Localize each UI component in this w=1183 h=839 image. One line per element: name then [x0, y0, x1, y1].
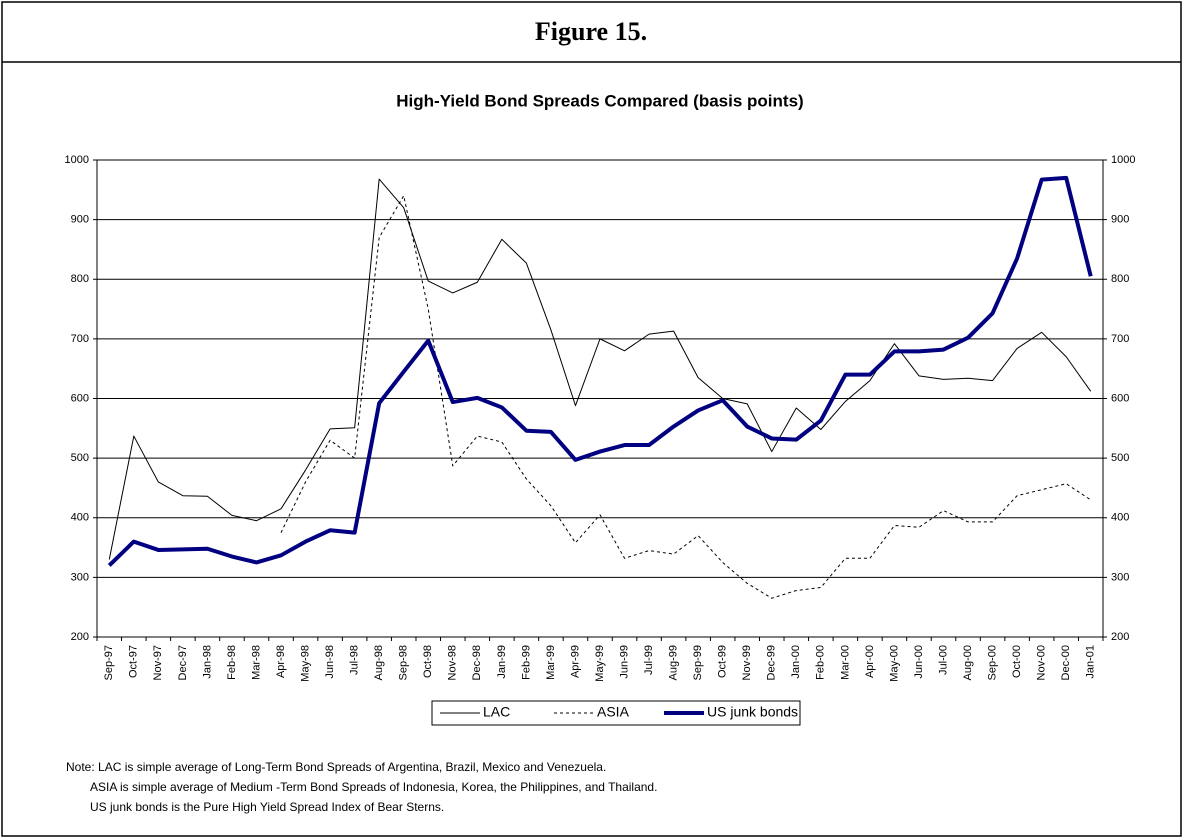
x-tick-label: Mar-98: [250, 645, 262, 680]
x-tick-label: May-99: [594, 645, 606, 682]
x-tick-label: Sep-99: [692, 645, 704, 680]
legend-label: ASIA: [597, 704, 630, 720]
x-tick-label: Apr-00: [864, 645, 876, 678]
x-tick-label: Aug-98: [373, 645, 385, 680]
y-tick-label: 1000: [65, 154, 89, 166]
y-tick-label: 500: [71, 452, 89, 464]
y2-tick-label: 800: [1111, 273, 1129, 285]
y-tick-label: 200: [71, 631, 89, 643]
x-tick-label: Mar-99: [545, 645, 557, 680]
x-tick-label: Jul-98: [349, 645, 361, 675]
x-tick-label: Dec-97: [177, 645, 189, 680]
x-tick-label: Sep-98: [398, 645, 410, 680]
x-tick-label: Jan-99: [496, 645, 508, 679]
x-tick-label: Oct-97: [128, 645, 140, 678]
x-tick-label: Aug-00: [962, 645, 974, 680]
x-tick-label: Jun-98: [324, 645, 336, 679]
y-tick-label: 400: [71, 512, 89, 524]
x-tick-label: Jun-99: [618, 645, 630, 679]
chart-title: High-Yield Bond Spreads Compared (basis …: [396, 91, 803, 110]
x-tick-label: May-00: [888, 645, 900, 682]
x-tick-label: Apr-98: [275, 645, 287, 678]
series-line: [108, 178, 1092, 560]
y-tick-label: 800: [71, 273, 89, 285]
x-tick-label: Aug-99: [668, 645, 680, 680]
y2-tick-label: 1000: [1111, 154, 1135, 166]
series-line: [280, 195, 1092, 599]
x-tick-label: Nov-00: [1036, 645, 1048, 680]
x-tick-label: Sep-00: [986, 645, 998, 680]
figure-title: Figure 15.: [535, 17, 647, 46]
legend-label: LAC: [483, 704, 510, 720]
y-tick-label: 900: [71, 214, 89, 226]
x-tick-label: Sep-97: [103, 645, 115, 680]
x-tick-label: Jan-00: [790, 645, 802, 679]
y2-tick-label: 500: [1111, 452, 1129, 464]
legend-box: [431, 700, 801, 726]
note: Note: LAC is simple average of Long-Term…: [66, 760, 606, 774]
y2-tick-label: 200: [1111, 631, 1129, 643]
y2-tick-label: 300: [1111, 571, 1129, 583]
x-tick-label: Jun-00: [913, 645, 925, 679]
x-tick-label: Feb-00: [815, 645, 827, 680]
x-tick-label: Jul-99: [643, 645, 655, 675]
x-tick-label: Apr-99: [569, 645, 581, 678]
x-tick-label: Nov-97: [152, 645, 164, 680]
x-tick-label: Oct-98: [422, 645, 434, 678]
x-tick-label: Dec-99: [766, 645, 778, 680]
x-tick-label: Nov-99: [741, 645, 753, 680]
y2-tick-label: 400: [1111, 512, 1129, 524]
x-tick-label: Feb-98: [226, 645, 238, 680]
x-tick-label: Nov-98: [447, 645, 459, 680]
x-tick-label: Jul-00: [937, 645, 949, 675]
note: ASIA is simple average of Medium -Term B…: [90, 780, 657, 794]
x-tick-label: Mar-00: [839, 645, 851, 680]
plot-frame: [96, 159, 1104, 638]
x-tick-label: Jan-98: [201, 645, 213, 679]
y2-tick-label: 900: [1111, 214, 1129, 226]
legend-label: US junk bonds: [707, 704, 798, 720]
x-tick-label: Oct-00: [1011, 645, 1023, 678]
x-tick-label: Dec-00: [1060, 645, 1072, 680]
x-tick-label: Jan-01: [1085, 645, 1097, 679]
y-tick-label: 600: [71, 392, 89, 404]
y2-tick-label: 700: [1111, 333, 1129, 345]
x-tick-label: Dec-98: [471, 645, 483, 680]
x-tick-label: Feb-99: [520, 645, 532, 680]
note: US junk bonds is the Pure High Yield Spr…: [90, 800, 444, 814]
y-tick-label: 700: [71, 333, 89, 345]
y2-tick-label: 600: [1111, 392, 1129, 404]
x-tick-label: May-98: [299, 645, 311, 682]
x-tick-label: Oct-99: [717, 645, 729, 678]
y-tick-label: 300: [71, 571, 89, 583]
series-line: [107, 175, 1093, 567]
